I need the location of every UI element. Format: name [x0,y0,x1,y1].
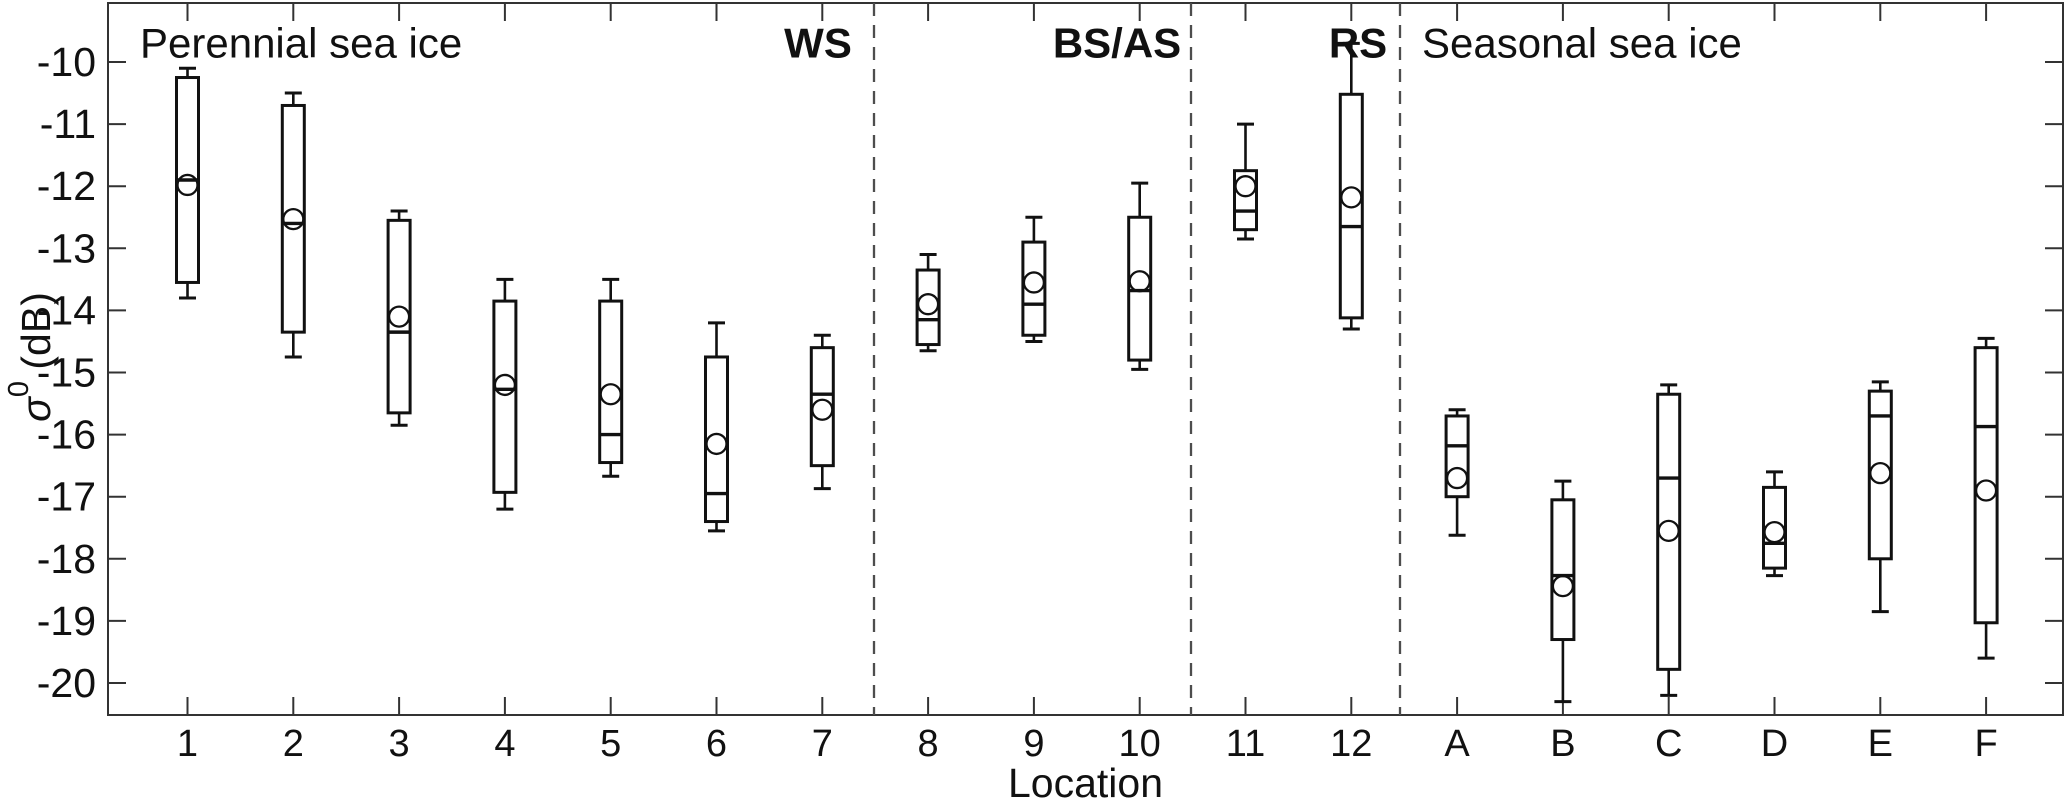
region-label-perennial-sea-ice: Perennial sea ice [140,20,462,67]
mean-marker-3 [387,305,411,328]
x-tick-label-4: 4 [494,723,515,765]
x-axis-label: Location [1008,760,1163,799]
mean-marker-A [1445,466,1469,490]
x-tick-label-7: 7 [812,723,833,765]
x-tick-label-12: 12 [1330,723,1372,765]
mean-marker-10 [1128,270,1151,293]
mean-marker-D [1763,520,1786,544]
box-11 [1233,169,1258,232]
box-B [1550,498,1576,642]
box-9 [1021,240,1047,337]
x-tick-label-B: B [1550,723,1575,765]
y-tick-label: -16 [37,412,96,458]
x-tick-label-E: E [1868,723,1893,765]
mean-marker-4 [493,373,517,397]
box-2 [280,103,306,334]
y-tick-label: -14 [37,287,96,333]
mean-marker-E [1869,461,1892,485]
mean-marker-1 [176,173,199,197]
y-tick-label: -18 [37,536,96,582]
x-tick-label-11: 11 [1226,723,1265,765]
box-D [1762,485,1787,570]
mean-marker-9 [1022,271,1046,294]
x-tick-label-A: A [1444,723,1470,765]
mean-marker-5 [599,383,622,406]
mean-marker-2 [282,207,305,231]
box-E [1867,389,1893,561]
mean-marker-8 [916,293,940,316]
y-tick-label: -12 [37,163,96,209]
mean-marker-11 [1234,175,1257,198]
box-3 [386,218,412,415]
x-tick-label-1: 1 [177,723,198,765]
x-tick-label-5: 5 [600,723,621,765]
mean-marker-C [1657,519,1680,543]
y-tick-label: -17 [37,474,96,520]
x-tick-label-D: D [1761,723,1788,765]
x-tick-label-6: 6 [706,723,727,765]
mean-marker-B [1551,574,1575,598]
y-tick-label: -19 [37,598,96,644]
box-8 [915,268,941,347]
x-tick-label-9: 9 [1023,723,1044,765]
x-tick-label-8: 8 [918,723,939,765]
x-tick-label-3: 3 [389,723,410,765]
y-tick-label: -20 [37,660,96,706]
y-tick-label: -11 [40,101,96,147]
box-5 [598,299,624,465]
y-tick-label: -13 [37,225,96,271]
x-tick-label-C: C [1655,723,1682,765]
box-7 [809,346,835,468]
box-4 [492,299,518,494]
region-label-bs-as: BS/AS [1053,20,1181,67]
mean-marker-12 [1340,186,1363,209]
mean-marker-7 [811,398,834,421]
box-C [1656,392,1682,671]
x-tick-label-2: 2 [283,723,304,765]
y-tick-label: -15 [37,350,96,396]
region-label-ws: WS [784,20,852,67]
x-tick-label-F: F [1974,723,1997,765]
mean-marker-F [1974,479,1998,502]
y-axis-label: σ0 (dB) [3,292,59,422]
x-tick-label-10: 10 [1119,723,1161,765]
box-A [1444,414,1470,499]
box-F [1973,346,1999,625]
box-12 [1338,92,1364,320]
mean-marker-6 [705,432,728,456]
box-10 [1127,215,1153,362]
y-tick-label: -10 [37,39,96,85]
box-6 [704,355,729,524]
region-label-seasonal-sea-ice: Seasonal sea ice [1422,20,1742,67]
plot-frame [107,2,2064,716]
